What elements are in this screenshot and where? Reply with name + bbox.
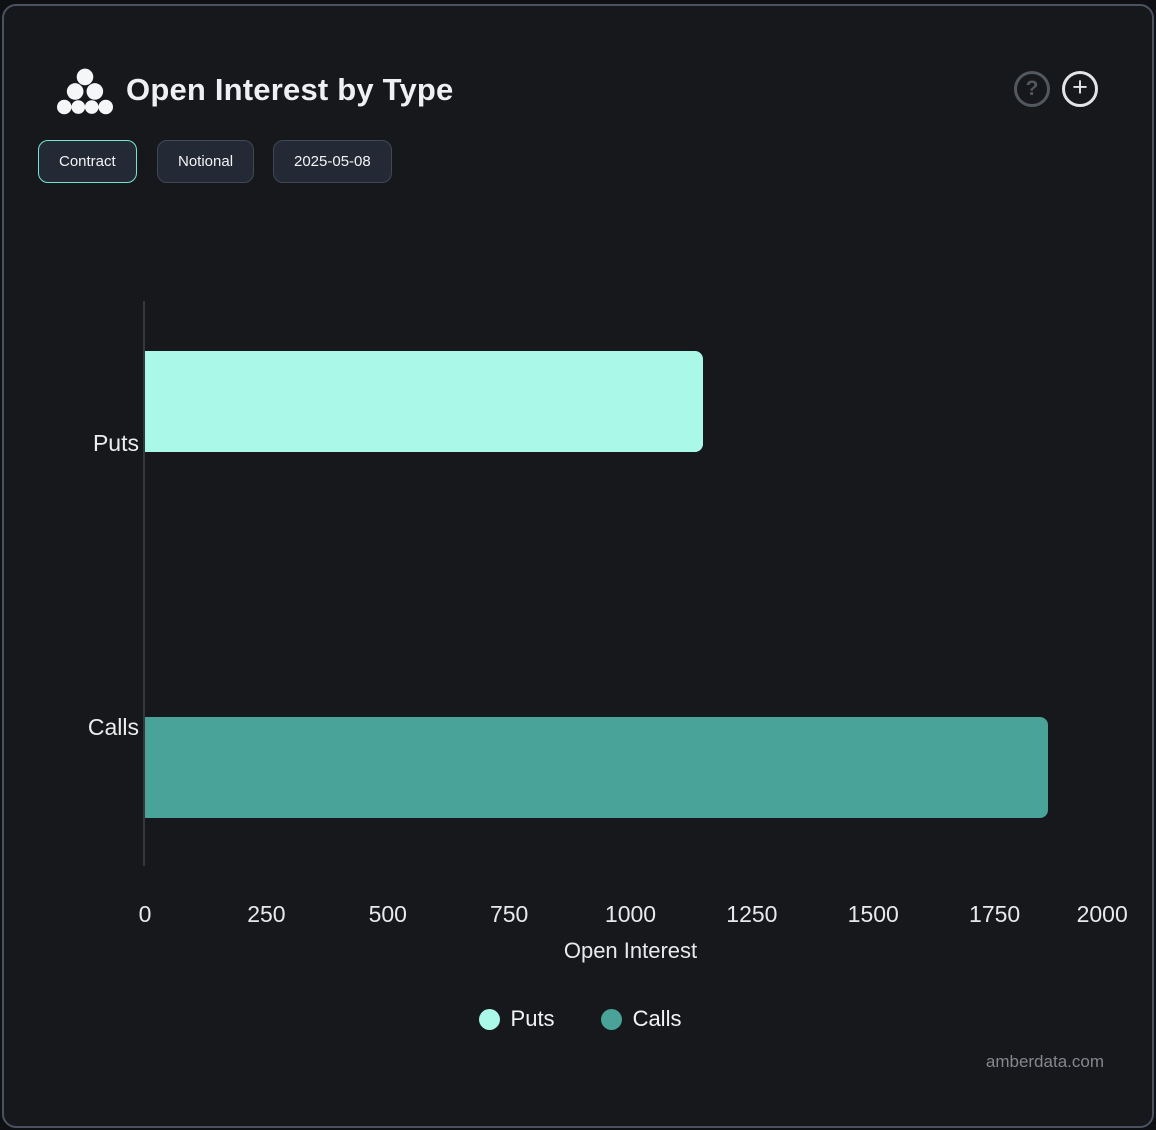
x-tick: 1500 (847, 901, 899, 927)
y-axis-line (143, 301, 145, 866)
puts-swatch-icon (478, 1008, 500, 1030)
calls-swatch-icon (600, 1008, 622, 1030)
bar-puts[interactable] (145, 351, 704, 452)
legend-label: Puts (510, 1006, 555, 1031)
x-tick: 750 (489, 901, 529, 927)
x-tick: 1250 (726, 901, 778, 927)
date-selector[interactable]: 2025-05-08 (273, 140, 392, 183)
y-axis-label-calls: Calls (87, 714, 139, 740)
x-axis-title: Open Interest (563, 938, 698, 963)
tab-contract[interactable]: Contract (38, 140, 137, 183)
y-axis-label-puts: Puts (92, 430, 139, 456)
legend-label: Calls (632, 1006, 682, 1031)
x-tick: 1750 (969, 901, 1021, 927)
x-tick: 2000 (1076, 901, 1128, 927)
chart-card: Open Interest by Type ? + Contract Notio… (2, 4, 1154, 1128)
x-tick: 500 (368, 901, 407, 927)
help-icon[interactable]: ? (1014, 71, 1050, 107)
tab-notional[interactable]: Notional (157, 140, 255, 183)
legend-item-puts[interactable]: Puts (478, 1006, 555, 1032)
add-icon[interactable]: + (1062, 71, 1098, 107)
plot-area (143, 301, 1116, 866)
bar-calls[interactable] (145, 717, 1049, 818)
x-tick: 250 (247, 901, 286, 927)
x-tick: 1000 (604, 901, 657, 927)
watermark: amberdata.com (985, 1052, 1104, 1071)
page-title: Open Interest by Type (126, 72, 454, 107)
amberdata-logo-icon (57, 68, 113, 115)
legend: Puts Calls (4, 1006, 1156, 1032)
x-tick: 0 (138, 901, 152, 927)
x-axis-ticks: 0 250 500 750 1000 1250 1500 1750 2000 (139, 899, 1128, 929)
legend-item-calls[interactable]: Calls (600, 1006, 682, 1032)
